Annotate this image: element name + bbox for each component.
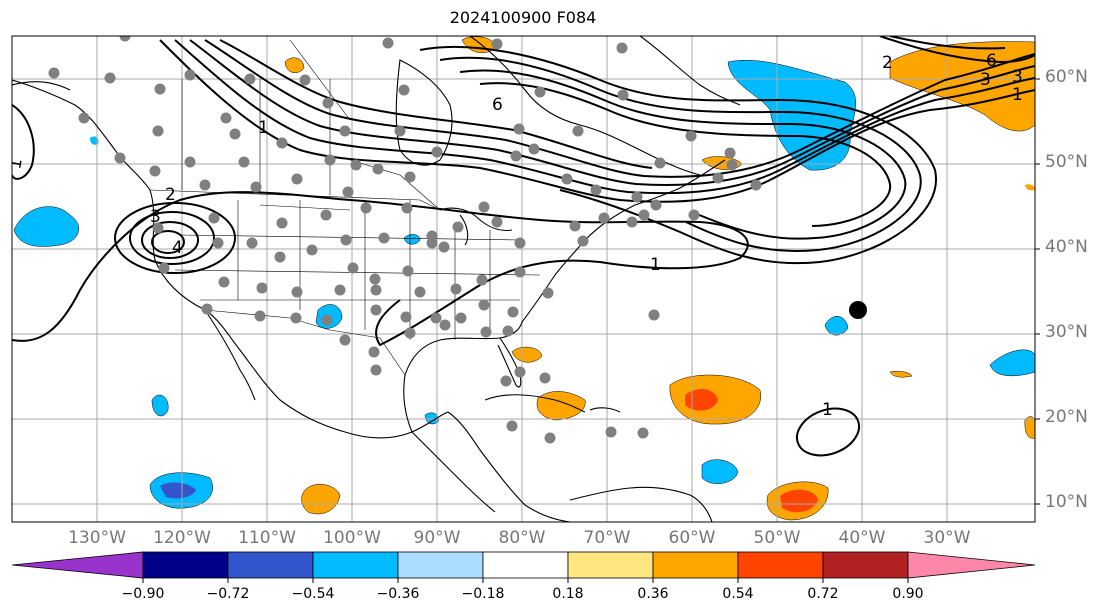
colorbar-segment bbox=[227, 551, 314, 579]
colorbar-tick-label: 0.72 bbox=[807, 586, 839, 602]
lat-ticks bbox=[1035, 78, 1040, 505]
lon-label: 70°W bbox=[583, 528, 631, 548]
colorbar-tick-label: −0.90 bbox=[121, 586, 165, 602]
lat-label: 20°N bbox=[1045, 407, 1088, 427]
contour-label: 2 bbox=[165, 185, 176, 205]
lon-label: 90°W bbox=[413, 528, 461, 548]
colorbar-segment bbox=[822, 551, 909, 579]
lon-label: 130°W bbox=[68, 528, 126, 548]
colorbar-tick-label: −0.54 bbox=[291, 586, 335, 602]
colorbar-segment bbox=[397, 551, 484, 579]
lon-label: 60°W bbox=[668, 528, 716, 548]
contour-label: 1 bbox=[822, 400, 833, 420]
colorbar-ticks bbox=[142, 578, 909, 583]
colorbar-segment bbox=[907, 551, 1036, 579]
contour-label: 6 bbox=[492, 95, 503, 115]
contour-label: 4 bbox=[172, 238, 183, 258]
colorbar-tick-label: 0.54 bbox=[722, 586, 754, 602]
contour-label: 1 bbox=[650, 255, 661, 275]
contour-label: 1 bbox=[5, 157, 27, 171]
contour-label: 2 bbox=[882, 53, 893, 73]
contour-label-group: 1 2 3 4 6 1 1 1 1 2 3 3 6 bbox=[5, 51, 1023, 420]
lon-label: 110°W bbox=[238, 528, 296, 548]
lat-label: 30°N bbox=[1045, 322, 1088, 342]
lat-label: 40°N bbox=[1045, 237, 1088, 257]
highlight-marker bbox=[849, 301, 867, 319]
colorbar-segment bbox=[652, 551, 739, 579]
colorbar-tick-label: −0.18 bbox=[461, 586, 505, 602]
map-border bbox=[11, 35, 1036, 523]
colorbar-segment bbox=[482, 551, 569, 579]
colorbar-segment bbox=[11, 551, 144, 579]
colorbar-segment bbox=[312, 551, 399, 579]
station-markers bbox=[48, 36, 762, 444]
contour-label: 1 bbox=[258, 118, 269, 138]
contour-label: 3 bbox=[150, 207, 161, 227]
colorbar-tick-label: −0.72 bbox=[206, 586, 250, 602]
map-title: 2024100900 F084 bbox=[449, 8, 597, 27]
colorbar bbox=[11, 551, 1036, 579]
lat-label: 10°N bbox=[1045, 492, 1088, 512]
anomaly-fills bbox=[13, 36, 1035, 521]
colorbar-tick-label: 0.36 bbox=[637, 586, 669, 602]
contour-label: 1 bbox=[1012, 85, 1023, 105]
colorbar-tick-label: −0.36 bbox=[376, 586, 420, 602]
colorbar-tick-label: 0.18 bbox=[552, 586, 584, 602]
lat-label: 60°N bbox=[1045, 67, 1088, 87]
contour-label: 6 bbox=[986, 51, 997, 71]
contour-label: 3 bbox=[980, 70, 991, 90]
lon-label: 40°W bbox=[838, 528, 886, 548]
colorbar-tick-label: 0.90 bbox=[892, 586, 924, 602]
colorbar-segment bbox=[737, 551, 824, 579]
lon-label: 120°W bbox=[153, 528, 211, 548]
contour-label: 3 bbox=[1012, 67, 1023, 87]
colorbar-segment bbox=[142, 551, 229, 579]
colorbar-segment bbox=[567, 551, 654, 579]
lon-label: 50°W bbox=[753, 528, 801, 548]
lon-label: 30°W bbox=[923, 528, 971, 548]
lon-label: 80°W bbox=[498, 528, 546, 548]
lat-label: 50°N bbox=[1045, 152, 1088, 172]
lon-label: 100°W bbox=[323, 528, 381, 548]
